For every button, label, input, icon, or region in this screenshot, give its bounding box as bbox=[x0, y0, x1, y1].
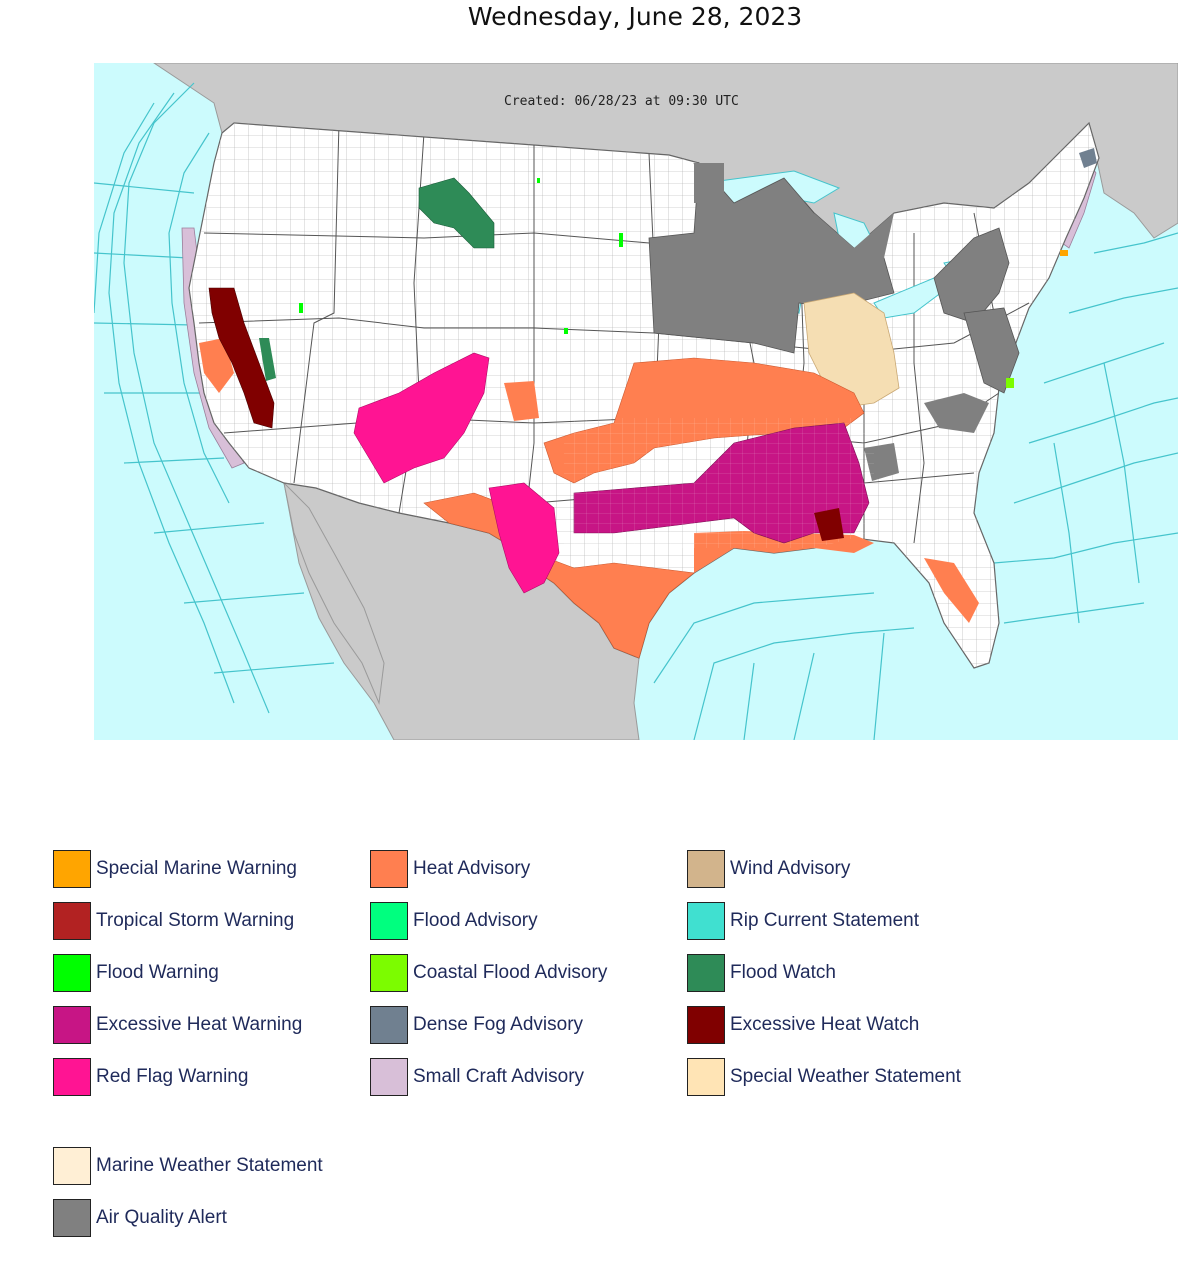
special-marine-warning-mark bbox=[1060, 250, 1068, 256]
legend-label: Dense Fog Advisory bbox=[413, 1014, 584, 1035]
legend-item-special-marine-warning: Special Marine Warning bbox=[53, 849, 297, 889]
legend-item-wind-advisory: Wind Advisory bbox=[687, 849, 850, 889]
legend-label: Wind Advisory bbox=[730, 858, 851, 879]
legend-swatch-coastal-flood-advisory bbox=[370, 954, 408, 992]
air-quality-alert-great-lakes bbox=[814, 213, 894, 283]
legend-swatch-excessive-heat-watch bbox=[687, 1006, 725, 1044]
legend-swatch-wind-advisory bbox=[687, 850, 725, 888]
legend-swatch-red-flag-warning bbox=[53, 1058, 91, 1096]
legend-item-excessive-heat-warning: Excessive Heat Warning bbox=[53, 1005, 302, 1045]
legend-swatch-flood-advisory bbox=[370, 902, 408, 940]
air-quality-alert-mid-atlantic bbox=[963, 307, 1020, 394]
legend-label: Flood Watch bbox=[730, 962, 836, 983]
legend-label: Coastal Flood Advisory bbox=[413, 962, 608, 983]
coastal-flood-advisory-mark bbox=[1006, 378, 1014, 388]
air-quality-alert-carolinas bbox=[924, 393, 989, 433]
legend-item-marine-weather-statement: Marine Weather Statement bbox=[53, 1146, 323, 1186]
legend-swatch-flood-warning bbox=[53, 954, 91, 992]
legend-label: Marine Weather Statement bbox=[96, 1155, 323, 1176]
heat-advisory-colorado bbox=[504, 381, 539, 421]
legend-item-flood-warning: Flood Warning bbox=[53, 953, 219, 993]
flood-watch-montana bbox=[418, 177, 495, 249]
legend-swatch-special-marine-warning bbox=[53, 850, 91, 888]
legend-item-rip-current-statement: Rip Current Statement bbox=[687, 901, 919, 941]
legend-label: Air Quality Alert bbox=[96, 1207, 227, 1228]
excessive-heat-watch-alabama bbox=[814, 508, 844, 541]
legend-label: Flood Advisory bbox=[413, 910, 538, 931]
legend-item-small-craft-advisory: Small Craft Advisory bbox=[370, 1057, 584, 1097]
legend-swatch-heat-advisory bbox=[370, 850, 408, 888]
legend-swatch-small-craft-advisory bbox=[370, 1058, 408, 1096]
marine-zone-lines bbox=[94, 82, 1178, 740]
legend-label: Tropical Storm Warning bbox=[96, 910, 295, 931]
air-quality-alert-north-dakota bbox=[694, 163, 724, 203]
legend-item-excessive-heat-watch: Excessive Heat Watch bbox=[687, 1005, 919, 1045]
legend-label: Excessive Heat Warning bbox=[96, 1014, 303, 1035]
legend-label: Excessive Heat Watch bbox=[730, 1014, 920, 1035]
heat-advisory-california bbox=[199, 338, 234, 393]
legend-item-tropical-storm-warning: Tropical Storm Warning bbox=[53, 901, 294, 941]
legend-label: Rip Current Statement bbox=[730, 910, 920, 931]
excessive-heat-watch-california bbox=[208, 287, 275, 429]
flood-warning-marks bbox=[299, 178, 623, 334]
legend-swatch-special-weather-statement bbox=[687, 1058, 725, 1096]
air-quality-alert-northeast-tip bbox=[1079, 148, 1097, 168]
legend-label: Small Craft Advisory bbox=[413, 1066, 585, 1087]
legend-swatch-marine-weather-statement bbox=[53, 1147, 91, 1185]
created-timestamp: Created: 06/28/23 at 09:30 UTC bbox=[504, 94, 739, 109]
legend-label: Special Weather Statement bbox=[730, 1066, 961, 1087]
legend-item-red-flag-warning: Red Flag Warning bbox=[53, 1057, 248, 1097]
legend-swatch-flood-watch bbox=[687, 954, 725, 992]
red-flag-warning-texas bbox=[488, 482, 560, 594]
flood-watch-nevada bbox=[259, 338, 276, 381]
legend-swatch-tropical-storm-warning bbox=[53, 902, 91, 940]
legend-item-flood-watch: Flood Watch bbox=[687, 953, 836, 993]
legend-swatch-rip-current-statement bbox=[687, 902, 725, 940]
legend-label: Heat Advisory bbox=[413, 858, 531, 879]
red-flag-warning-southwest bbox=[353, 352, 490, 484]
air-quality-alert-northeast bbox=[933, 227, 1010, 324]
legend-swatch-dense-fog-advisory bbox=[370, 1006, 408, 1044]
legend-item-flood-advisory: Flood Advisory bbox=[370, 901, 538, 941]
page-title: Wednesday, June 28, 2023 bbox=[467, 2, 803, 31]
legend-item-coastal-flood-advisory: Coastal Flood Advisory bbox=[370, 953, 607, 993]
legend-item-special-weather-statement: Special Weather Statement bbox=[687, 1057, 961, 1097]
legend-label: Red Flag Warning bbox=[96, 1066, 249, 1087]
legend-item-dense-fog-advisory: Dense Fog Advisory bbox=[370, 1005, 583, 1045]
legend-label: Special Marine Warning bbox=[96, 858, 297, 879]
baja-peninsula bbox=[283, 481, 385, 705]
weather-alert-map[interactable]: Created: 06/28/23 at 09:30 UTC bbox=[94, 63, 1178, 740]
heat-advisory-florida bbox=[924, 558, 979, 623]
legend-label: Flood Warning bbox=[96, 962, 219, 983]
legend-swatch-excessive-heat-warning bbox=[53, 1006, 91, 1044]
special-weather-statement bbox=[803, 292, 900, 409]
legend-item-air-quality-alert: Air Quality Alert bbox=[53, 1198, 227, 1238]
legend-item-heat-advisory: Heat Advisory bbox=[370, 849, 530, 889]
legend-swatch-air-quality-alert bbox=[53, 1199, 91, 1237]
